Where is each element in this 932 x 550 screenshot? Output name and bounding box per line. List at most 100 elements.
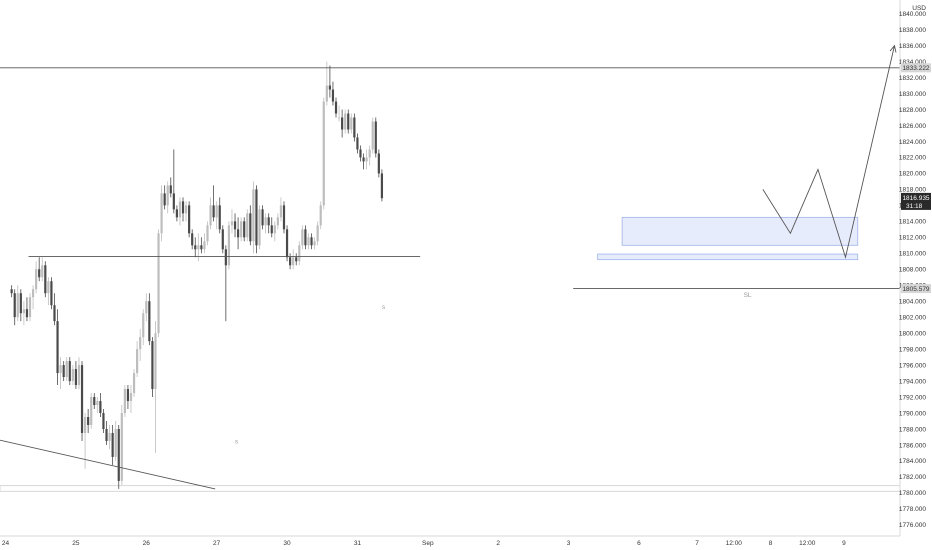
candle-body: [380, 173, 384, 199]
candle: [139, 329, 142, 362]
price-tick-label: 1804.000: [899, 299, 926, 306]
price-axis[interactable]: USD 1840.000 1838.000 1836.000 1834.000 1832…: [899, 0, 932, 550]
candle-body: [145, 301, 148, 314]
candle-body: [282, 205, 286, 230]
candle-body: [142, 313, 145, 338]
candle-body: [41, 265, 44, 278]
candle: [157, 229, 160, 338]
candle-body: [344, 113, 347, 130]
candle-body: [243, 221, 246, 238]
time-axis[interactable]: 24 25 26 27 30 31 Sep 2 3 6 7 12:00 8 12:00 9: [0, 535, 900, 547]
candle-body: [337, 117, 341, 119]
candle-body: [28, 297, 32, 318]
candle-body: [258, 209, 261, 246]
candle: [126, 385, 130, 410]
candle-body: [74, 369, 78, 386]
candle-body: [374, 121, 377, 154]
time-tick-label: 3: [567, 540, 571, 547]
price-tick-label: 1812.000: [899, 235, 926, 242]
candle: [96, 397, 99, 414]
candle-body: [224, 249, 227, 266]
candle-body: [368, 149, 371, 158]
candle: [236, 217, 240, 250]
time-tick-label: 7: [695, 540, 699, 547]
candle-body: [252, 189, 255, 242]
candle-body: [298, 245, 301, 262]
candle-body: [175, 209, 178, 218]
level-label-box: [901, 284, 931, 294]
price-tick-label: 1822.000: [899, 155, 926, 162]
candle: [105, 420, 108, 445]
candle: [169, 177, 172, 198]
candle-body: [350, 117, 353, 130]
candle-body: [209, 205, 212, 226]
candle: [252, 181, 255, 254]
time-tick-label: Sep: [422, 540, 434, 547]
demand-zone-lower: [597, 253, 859, 261]
level-label-text: 1833.222: [902, 65, 929, 72]
candle-body: [191, 233, 194, 246]
level-label: 1805.579: [901, 284, 931, 294]
candle-body: [377, 153, 380, 174]
candle: [365, 149, 368, 170]
candle-body: [194, 245, 197, 250]
candle-body: [157, 233, 160, 334]
price-tick-label: 1826.000: [899, 123, 926, 130]
time-tick-label: 12:00: [726, 540, 743, 547]
candle: [243, 217, 246, 242]
candle-body: [139, 337, 142, 350]
candle-body: [102, 413, 105, 429]
candle: [200, 237, 203, 254]
candle: [160, 185, 163, 242]
candle-body: [59, 365, 62, 374]
candle: [35, 261, 38, 294]
projection-path[interactable]: [762, 45, 895, 259]
candle-body: [120, 413, 123, 481]
candle-body: [105, 428, 108, 441]
candle-body: [292, 257, 295, 266]
small-mark-2: s: [235, 438, 239, 445]
candle: [191, 229, 194, 250]
candle-body: [273, 225, 276, 234]
price-tick-label: 1840.000: [899, 11, 926, 18]
candle: [227, 221, 231, 270]
price-tick-label: 1838.000: [899, 27, 926, 34]
current-price-box: [901, 192, 931, 210]
price-tick-label: 1834.000: [899, 59, 926, 66]
small-mark-1: s: [382, 304, 386, 311]
time-tick-label: 6: [637, 540, 641, 547]
candle: [108, 424, 111, 449]
candle: [313, 237, 316, 250]
price-axis-background: [900, 0, 932, 550]
candle: [359, 145, 362, 162]
candle: [166, 181, 169, 214]
candle-body: [117, 428, 120, 481]
candle-body: [215, 205, 218, 218]
candle: [142, 309, 145, 346]
candle-body: [50, 281, 53, 306]
candle-body: [322, 101, 325, 206]
candle: [80, 361, 84, 441]
candle: [172, 149, 175, 214]
candle-body: [319, 205, 322, 226]
candle: [47, 277, 50, 306]
price-tick-label: 1824.000: [899, 139, 926, 146]
candle: [267, 213, 270, 234]
price-tick-label: 1810.000: [899, 251, 926, 258]
price-tick-label: 1780.000: [899, 490, 926, 497]
candle: [362, 153, 365, 170]
candle: [99, 393, 102, 418]
price-tick-label: 1798.000: [899, 346, 926, 353]
candle-body: [184, 205, 188, 214]
candle-body: [123, 389, 126, 414]
candle: [132, 369, 136, 398]
trendline[interactable]: [0, 437, 216, 490]
candle: [203, 233, 206, 254]
candle: [163, 185, 166, 210]
candle-body: [136, 349, 139, 374]
candle: [31, 285, 35, 310]
annotations-layer: SL s s: [235, 292, 752, 445]
